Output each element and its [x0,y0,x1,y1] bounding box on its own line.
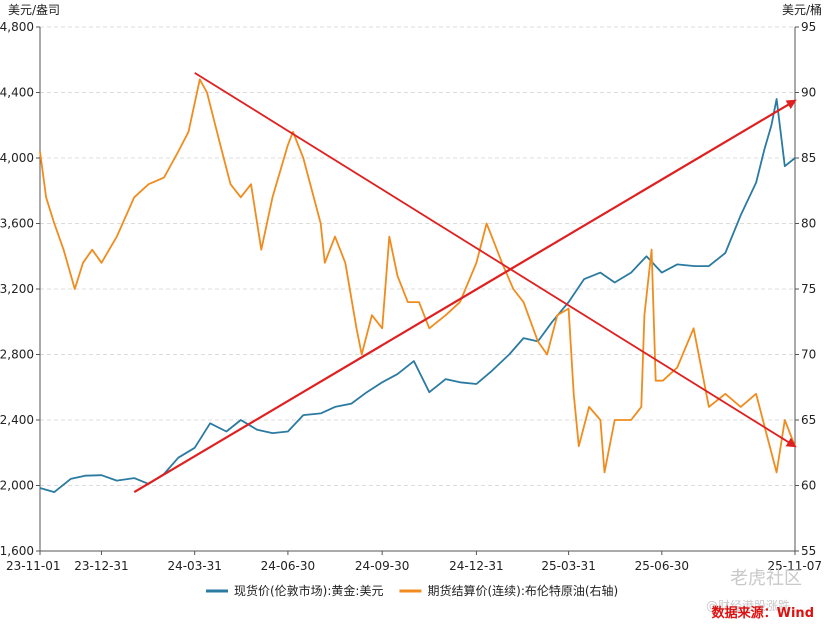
left-tick-label: 4,000 [0,151,34,165]
watermark-handle: @财经港股涨跌 [706,598,790,613]
series-line-brent [39,78,796,474]
x-tick-label: 24-03-31 [167,559,221,573]
series-line-gold [39,98,796,494]
left-tick-label: 4,800 [0,20,34,34]
right-tick-label: 95 [801,20,816,34]
series-lines [39,78,796,494]
right-tick-label: 75 [801,282,816,296]
right-tick-label: 55 [801,544,816,558]
watermark-brand: 老虎社区 [730,568,802,589]
left-tick-label: 2,400 [0,413,34,427]
x-tick-label: 24-09-30 [355,559,409,573]
downtrend-arrow [194,72,797,448]
left-tick-label: 2,800 [0,348,34,362]
right-tick-label: 60 [801,479,816,493]
grid-lines [40,26,795,486]
x-tick-label: 25-03-31 [541,559,595,573]
left-tick-label: 4,400 [0,86,34,100]
right-tick-label: 85 [801,151,816,165]
legend: 现货价(伦敦市场):黄金:美元 期货结算价(连续):布伦特原油(右轴) [206,583,618,598]
right-tick-label: 90 [801,86,816,100]
right-tick-label: 70 [801,348,816,362]
trend-arrows [133,72,797,493]
legend-label: 期货结算价(连续):布伦特原油(右轴) [427,583,618,598]
x-tick-label: 24-12-31 [449,559,503,573]
x-tick-label: 23-12-31 [74,559,128,573]
x-tick-label: 24-06-30 [261,559,315,573]
right-tick-label: 80 [801,217,816,231]
right-tick-label: 65 [801,413,816,427]
left-tick-label: 2,000 [0,479,34,493]
x-tick-label: 25-06-30 [635,559,689,573]
right-axis-unit: 美元/桶 [782,2,822,17]
left-tick-label: 1,600 [0,544,34,558]
uptrend-arrow [133,99,797,493]
left-tick-label: 3,200 [0,282,34,296]
x-tick-label: 23-11-01 [6,559,60,573]
x-tick-label: 25-11-07 [768,559,822,573]
left-axis-unit: 美元/盎司 [8,3,60,17]
left-tick-label: 3,600 [0,217,34,231]
source-note: 数据来源：Wind [712,605,814,621]
legend-label: 现货价(伦敦市场):黄金:美元 [234,583,383,598]
axes: 1,600 2,000 2,400 2,800 3,200 3,600 4,000 4,400… [0,20,822,573]
